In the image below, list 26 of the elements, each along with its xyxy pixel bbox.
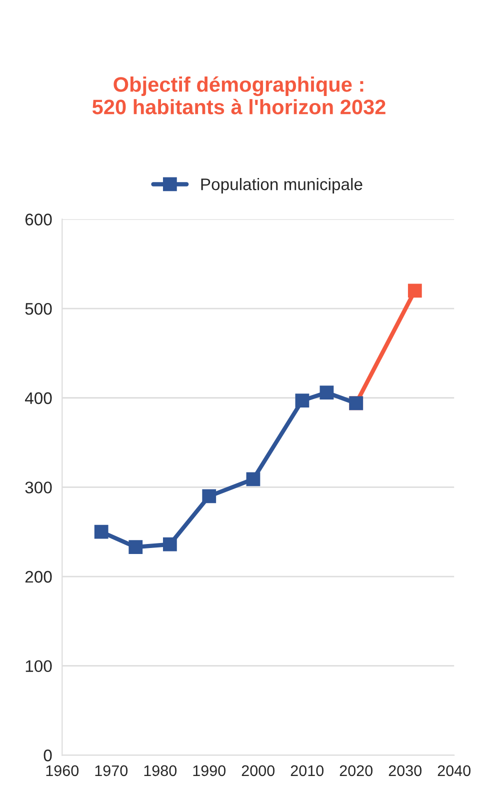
y-tick-label: 0 — [44, 750, 52, 762]
x-tick-label: 2030 — [388, 765, 422, 776]
point — [94, 524, 108, 539]
y-tick-label: 400 — [24, 392, 52, 404]
legend-label: Population municipale — [201, 178, 362, 194]
x-tick-label: 2020 — [340, 765, 373, 776]
point — [246, 472, 260, 486]
x-tick-label: 1970 — [95, 765, 128, 776]
x-tick-label: 1960 — [46, 765, 79, 776]
y-tick-label: 300 — [25, 482, 52, 494]
point — [295, 394, 310, 408]
x-tick-label: 1990 — [193, 765, 226, 776]
x-tick-label: 2010 — [290, 765, 324, 776]
y-tick-label: 200 — [25, 570, 52, 583]
x-tick-label: 2040 — [438, 765, 470, 776]
text: Objectif démographique : 520 habitants à l'horizon 2032 — [92, 76, 386, 114]
y-tick-label: 100 — [26, 660, 52, 672]
x-tick-label: 1980 — [144, 765, 177, 776]
point — [320, 386, 334, 400]
point — [128, 540, 143, 554]
y-tick-label: 600 — [25, 214, 52, 226]
x-tick-label: 2000 — [242, 765, 275, 776]
point — [162, 537, 177, 552]
point — [202, 489, 216, 504]
point — [408, 284, 422, 298]
y-tick-label: 500 — [25, 302, 52, 315]
